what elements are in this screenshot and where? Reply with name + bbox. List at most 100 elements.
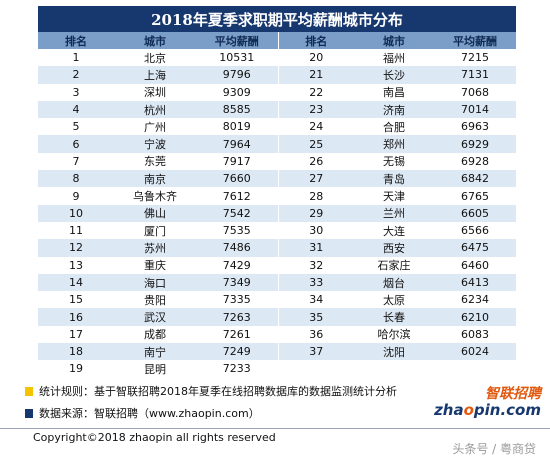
cell-rank: 16 <box>38 308 114 326</box>
cell-city: 南宁 <box>114 343 196 361</box>
column-header-city: 城市 <box>114 32 196 49</box>
cell-city: 东莞 <box>114 152 196 171</box>
table-row: 16 武汉 7263 35 长春 6210 <box>38 308 516 326</box>
cell-city: 合肥 <box>354 118 434 136</box>
cell-rank: 6 <box>38 135 114 153</box>
cell-rank: 13 <box>38 256 114 274</box>
cell-city: 济南 <box>354 100 434 119</box>
cell-city <box>354 360 434 378</box>
logo-cn-text: 智联招聘 <box>485 386 541 402</box>
cell-city: 无锡 <box>354 152 434 171</box>
cell-city: 海口 <box>114 273 196 292</box>
cell-salary: 6460 <box>434 256 516 274</box>
cell-city: 青岛 <box>354 170 434 188</box>
cell-salary: 6929 <box>434 135 516 153</box>
cell-salary: 7261 <box>196 325 278 344</box>
cell-salary: 6605 <box>434 204 516 222</box>
cell-rank: 10 <box>38 204 114 222</box>
cell-salary <box>434 360 516 378</box>
cell-salary: 7131 <box>434 66 516 84</box>
cell-salary: 7542 <box>196 204 278 222</box>
cell-rank: 2 <box>38 66 114 84</box>
logo-en-o: o <box>463 401 474 419</box>
cell-salary: 6083 <box>434 325 516 344</box>
cell-rank: 17 <box>38 325 114 344</box>
cell-rank: 5 <box>38 118 114 136</box>
cell-city: 长春 <box>354 308 434 326</box>
cell-rank: 31 <box>277 239 354 257</box>
table-row: 3 深圳 9309 22 南昌 7068 <box>38 83 516 101</box>
cell-city: 北京 <box>114 49 196 67</box>
cell-city: 苏州 <box>114 239 196 257</box>
cell-salary: 7233 <box>196 360 278 378</box>
table-row: 17 成都 7261 36 哈尔滨 6083 <box>38 325 516 344</box>
cell-salary: 7263 <box>196 308 278 326</box>
column-header-rank: 排名 <box>277 32 354 49</box>
column-header-salary: 平均薪酬 <box>196 32 278 49</box>
table-row: 15 贵阳 7335 34 太原 6234 <box>38 291 516 309</box>
cell-rank: 34 <box>277 291 354 309</box>
table-title: 2018年夏季求职期平均薪酬城市分布 <box>38 6 516 32</box>
cell-city: 大连 <box>354 221 434 240</box>
cell-city: 南京 <box>114 170 196 188</box>
salary-table: 排名 城市 平均薪酬 排名 城市 平均薪酬 1 北京 10 5 31 20 福州 7215 2 上… <box>38 32 516 378</box>
table-row: 4 杭州 8585 23 济南 7014 <box>38 100 516 119</box>
cell-rank: 36 <box>277 325 354 344</box>
cell-rank: 30 <box>277 221 354 240</box>
cell-salary: 6024 <box>434 343 516 361</box>
cell-rank: 24 <box>277 118 354 136</box>
cell-salary: 7014 <box>434 100 516 119</box>
watermark-text: 头条号 / 粤商贷 <box>452 442 536 456</box>
cell-salary: 7964 <box>196 135 278 153</box>
cell-city: 佛山 <box>114 204 196 222</box>
cell-city: 烟台 <box>354 273 434 292</box>
cell-city: 贵阳 <box>114 291 196 309</box>
cell-rank: 8 <box>38 170 114 188</box>
cell-salary: 6234 <box>434 291 516 309</box>
cell-city: 上海 <box>114 66 196 84</box>
cell-city: 沈阳 <box>354 343 434 361</box>
column-header-rank: 排名 <box>38 32 114 49</box>
cell-rank: 25 <box>277 135 354 153</box>
note-stat-rule: 统计规则：基于智联招聘2018年夏季在线招聘数据库的数据监测统计分析 <box>25 380 445 402</box>
cell-salary: 7535 <box>196 221 278 240</box>
cell-city: 太原 <box>354 291 434 309</box>
table-row: 6 宁波 7964 25 郑州 6929 <box>38 135 516 153</box>
cell-rank: 28 <box>277 187 354 205</box>
cell-salary: 7349 <box>196 273 278 292</box>
cell-rank: 1 <box>38 49 114 67</box>
cell-salary: 6210 <box>434 308 516 326</box>
cell-salary: 7612 <box>196 187 278 205</box>
cell-rank: 26 <box>277 152 354 171</box>
cell-rank: 22 <box>277 83 354 101</box>
cell-rank: 32 <box>277 256 354 274</box>
cell-city: 郑州 <box>354 135 434 153</box>
cell-salary: 7249 <box>196 343 278 361</box>
table-row: 5 广州 8019 24 合肥 6963 <box>38 118 516 136</box>
cell-rank: 23 <box>277 100 354 119</box>
cell-salary: 8585 <box>196 100 278 119</box>
cell-rank: 18 <box>38 343 114 361</box>
cell-city: 武汉 <box>114 308 196 326</box>
cell-city: 长沙 <box>354 66 434 84</box>
cell-city: 福州 <box>354 49 434 67</box>
table-header-row: 排名 城市 平均薪酬 排名 城市 平均薪酬 <box>38 32 516 49</box>
note-source: 数据来源：智联招聘（www.zhaopin.com） <box>25 402 445 424</box>
table-row: 13 重庆 7429 32 石家庄 6460 <box>38 256 516 274</box>
cell-salary: 6928 <box>434 152 516 171</box>
logo-en-text: zhaopin.com <box>434 401 541 419</box>
table-row: 10 佛山 7542 29 兰州 6605 <box>38 204 516 222</box>
table-row: 1 北京 10531 20 福州 7215 <box>38 49 516 67</box>
table-row: 12 苏州 7486 31 西安 6475 <box>38 239 516 257</box>
cell-rank: 20 <box>277 49 354 67</box>
table-row: 14 海口 7349 33 烟台 6413 <box>38 273 516 292</box>
cell-salary: 9309 <box>196 83 278 101</box>
cell-salary: 7335 <box>196 291 278 309</box>
cell-salary: 6842 <box>434 170 516 188</box>
table-row: 7 东莞 7917 26 无锡 6928 <box>38 152 516 171</box>
cell-salary: 7215 <box>434 49 516 67</box>
logo-en-post: pin.com <box>473 401 541 419</box>
cell-rank: 33 <box>277 273 354 292</box>
cell-city: 重庆 <box>114 256 196 274</box>
source-text: 数据来源：智联招聘（www.zhaopin.com） <box>39 407 260 420</box>
